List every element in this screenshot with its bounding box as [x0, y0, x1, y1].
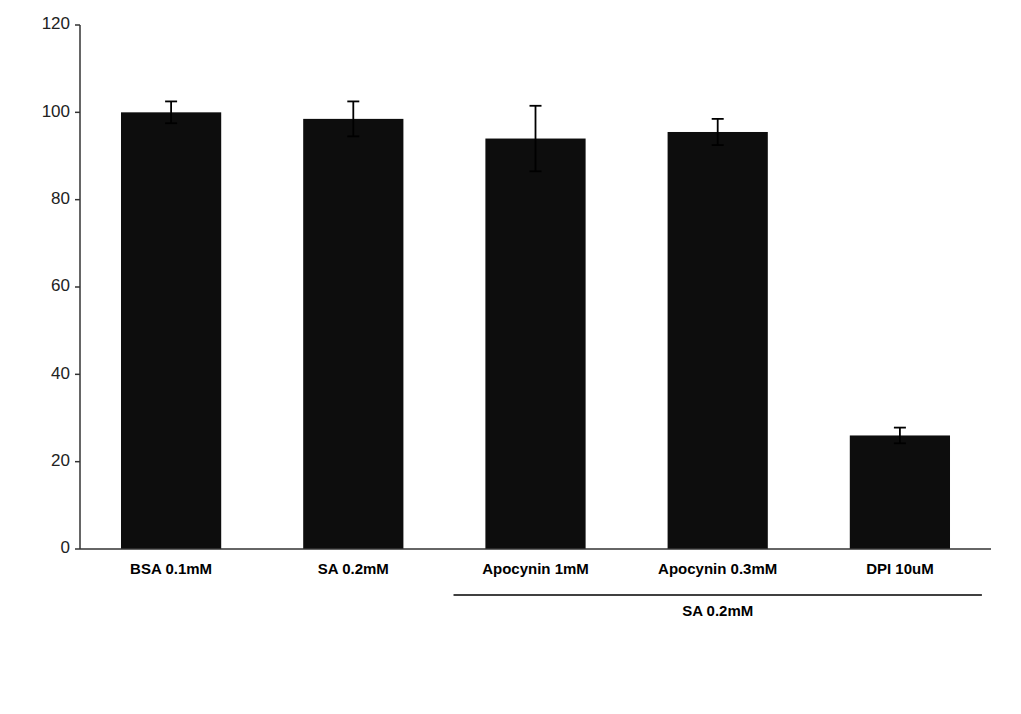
- group-underline: [454, 594, 982, 596]
- axes: 0 20 40 60 80 100 120 BSA 0.1mM SA 0.2mM Apocynin…: [42, 14, 991, 577]
- error-bar-cap: [530, 170, 542, 172]
- group-label: SA 0.2mM: [682, 602, 753, 619]
- bar: [303, 119, 403, 549]
- error-bar-cap: [347, 101, 359, 103]
- x-tick-label: Apocynin 0.3mM: [658, 560, 777, 577]
- error-bar-cap: [347, 135, 359, 137]
- bar: [668, 132, 768, 549]
- error-bar: [530, 106, 542, 172]
- error-bar-cap: [712, 144, 724, 146]
- x-tick-label: BSA 0.1mM: [130, 560, 212, 577]
- y-tick-label: 120: [42, 14, 70, 33]
- error-bar-cap: [894, 427, 906, 429]
- y-tick: [75, 374, 80, 376]
- y-tick: [75, 24, 80, 26]
- x-tick-label: DPI 10uM: [866, 560, 934, 577]
- y-tick-label: 60: [51, 276, 70, 295]
- y-tick-label: 100: [42, 102, 70, 121]
- bar: [121, 112, 221, 549]
- error-bar-stem: [899, 428, 901, 444]
- error-bar: [894, 428, 906, 444]
- x-tick-label: Apocynin 1mM: [482, 560, 589, 577]
- error-bar-cap: [712, 118, 724, 120]
- x-axis-line: [80, 548, 991, 550]
- error-bar: [347, 101, 359, 136]
- y-tick: [75, 199, 80, 201]
- error-bar: [712, 119, 724, 145]
- y-tick: [75, 112, 80, 114]
- error-bar-stem: [717, 119, 719, 145]
- error-bar: [165, 101, 177, 123]
- chart: 0 20 40 60 80 100 120 BSA 0.1mM SA 0.2mM Apocynin…: [0, 0, 1021, 714]
- error-bar-cap: [165, 101, 177, 103]
- y-tick: [75, 548, 80, 550]
- error-bar-cap: [894, 442, 906, 444]
- y-tick-label: 40: [51, 364, 70, 383]
- x-tick-label: SA 0.2mM: [318, 560, 389, 577]
- y-tick-label: 0: [61, 538, 70, 557]
- plot-area: [121, 101, 950, 549]
- error-bar-stem: [535, 106, 537, 172]
- error-bar-cap: [165, 122, 177, 124]
- y-tick: [75, 286, 80, 288]
- y-tick-label: 80: [51, 189, 70, 208]
- y-tick-label: 20: [51, 451, 70, 470]
- error-bar-stem: [170, 101, 172, 123]
- error-bar-stem: [352, 101, 354, 136]
- y-tick: [75, 461, 80, 463]
- bar: [485, 139, 585, 549]
- bar: [850, 435, 950, 549]
- error-bar-cap: [530, 105, 542, 107]
- group-annotation: SA 0.2mM: [454, 595, 982, 619]
